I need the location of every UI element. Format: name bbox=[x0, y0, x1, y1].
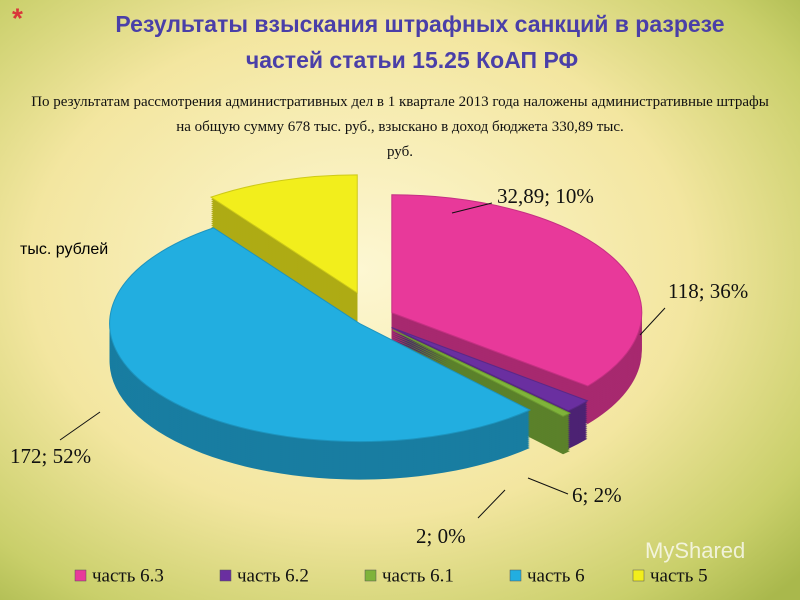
leader-line bbox=[527, 477, 569, 495]
unit-label: тыс. рублей bbox=[20, 241, 108, 258]
legend-label: часть 5 bbox=[650, 565, 708, 586]
legend-swatch bbox=[219, 569, 232, 582]
leader-line bbox=[639, 307, 666, 336]
leader-line bbox=[59, 411, 101, 441]
legend-label: часть 6.3 bbox=[92, 565, 164, 586]
slice bbox=[392, 329, 572, 417]
pie bbox=[109, 174, 643, 443]
legend-swatch bbox=[74, 569, 87, 582]
legend: часть 6.3 часть 6.2 часть 6.1 часть 6 часть … bbox=[74, 565, 708, 586]
slice bbox=[391, 194, 643, 387]
legend-swatch bbox=[632, 569, 645, 582]
data-label: 6; 2% bbox=[572, 483, 622, 507]
slice bbox=[109, 227, 532, 443]
data-label: 32,89; 10% bbox=[497, 184, 594, 208]
leader-line bbox=[477, 489, 506, 519]
subtitle: По результатам рассмотрения администрати… bbox=[31, 94, 769, 160]
legend-swatch bbox=[509, 569, 522, 582]
subtitle-text: По результатам рассмотрения администрати… bbox=[31, 94, 769, 160]
watermark: MyShared bbox=[645, 538, 745, 563]
legend-label: часть 6.1 bbox=[382, 565, 454, 586]
leader-line bbox=[451, 202, 493, 214]
legend-label: часть 6 bbox=[527, 565, 585, 586]
slice bbox=[209, 174, 358, 294]
chart-title: Результаты взыскания штрафных санкций в … bbox=[115, 11, 724, 73]
slice bbox=[391, 327, 589, 412]
chart-title-text: Результаты взыскания штрафных санкций в … bbox=[115, 11, 724, 73]
data-label: 118; 36% bbox=[668, 279, 748, 303]
data-label: 172; 52% bbox=[10, 444, 91, 468]
legend-label: часть 6.2 bbox=[237, 565, 309, 586]
legend-swatch bbox=[364, 569, 377, 582]
data-labels: 118; 36% 6; 2% 2; 0% 172; 52% 32,89; 10% bbox=[10, 184, 748, 548]
data-label: 2; 0% bbox=[416, 524, 466, 548]
bullet: * bbox=[12, 2, 23, 33]
